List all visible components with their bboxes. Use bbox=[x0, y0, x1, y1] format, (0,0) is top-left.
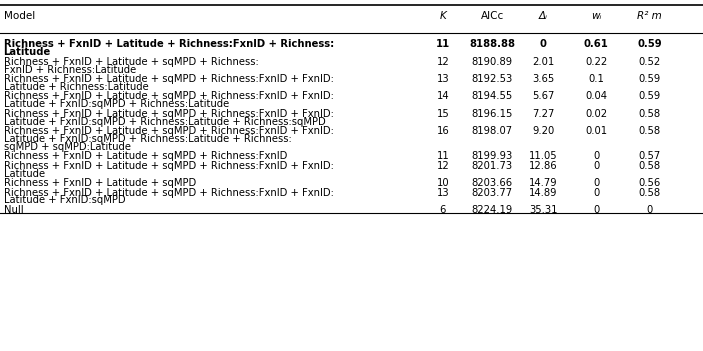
Text: 0: 0 bbox=[540, 39, 547, 49]
Text: Richness + FxnID + Latitude + Richness:FxnID + Richness:: Richness + FxnID + Latitude + Richness:F… bbox=[4, 39, 334, 49]
Text: 2.01: 2.01 bbox=[532, 57, 555, 67]
Text: 0.56: 0.56 bbox=[638, 178, 661, 188]
Text: Latitude + FxnID:sqMPD + Richness:Latitude + Richness:: Latitude + FxnID:sqMPD + Richness:Latitu… bbox=[4, 134, 291, 144]
Text: 0.58: 0.58 bbox=[638, 187, 661, 198]
Text: Model: Model bbox=[4, 11, 34, 21]
Text: 8188.88: 8188.88 bbox=[469, 39, 515, 49]
Text: 0.58: 0.58 bbox=[638, 126, 661, 136]
Text: Latitude + FxnID:sqMPD: Latitude + FxnID:sqMPD bbox=[4, 196, 125, 205]
Text: Δᵢ: Δᵢ bbox=[539, 11, 548, 21]
Text: R² m: R² m bbox=[637, 11, 662, 21]
Text: 12: 12 bbox=[437, 57, 449, 67]
Text: Latitude + FxnID:sqMPD + Richness:Latitude + Richness:sqMPD: Latitude + FxnID:sqMPD + Richness:Latitu… bbox=[4, 117, 325, 127]
Text: 0.59: 0.59 bbox=[638, 91, 661, 101]
Text: Richness + FxnID + Latitude + sqMPD + Richness:FxnID + FxnID:: Richness + FxnID + Latitude + sqMPD + Ri… bbox=[4, 126, 333, 136]
Text: 0: 0 bbox=[593, 161, 599, 171]
Text: 10: 10 bbox=[437, 178, 449, 188]
Text: 14.79: 14.79 bbox=[529, 178, 557, 188]
Text: 0.59: 0.59 bbox=[637, 39, 662, 49]
Text: 5.67: 5.67 bbox=[532, 91, 555, 101]
Text: 11: 11 bbox=[437, 151, 449, 161]
Text: 13: 13 bbox=[437, 74, 449, 84]
Text: 0.02: 0.02 bbox=[585, 109, 607, 119]
Text: 11: 11 bbox=[436, 39, 450, 49]
Text: 0: 0 bbox=[593, 178, 599, 188]
Text: sqMPD + sqMPD:Latitude: sqMPD + sqMPD:Latitude bbox=[4, 142, 131, 152]
Text: 15: 15 bbox=[437, 109, 449, 119]
Text: 0.58: 0.58 bbox=[638, 161, 661, 171]
Text: 8203.66: 8203.66 bbox=[472, 178, 512, 188]
Text: 8192.53: 8192.53 bbox=[472, 74, 512, 84]
Text: Latitude + Richness:Latitude: Latitude + Richness:Latitude bbox=[4, 82, 148, 92]
Text: Richness + FxnID + Latitude + sqMPD + Richness:: Richness + FxnID + Latitude + sqMPD + Ri… bbox=[4, 57, 258, 67]
Text: Latitude: Latitude bbox=[4, 169, 44, 179]
Text: 8224.19: 8224.19 bbox=[472, 205, 512, 215]
Text: 0: 0 bbox=[593, 151, 599, 161]
Text: 0: 0 bbox=[593, 205, 599, 215]
Text: 0: 0 bbox=[593, 187, 599, 198]
Text: 0.22: 0.22 bbox=[585, 57, 607, 67]
Text: K: K bbox=[439, 11, 446, 21]
Text: Richness + FxnID + Latitude + sqMPD + Richness:FxnID + FxnID:: Richness + FxnID + Latitude + sqMPD + Ri… bbox=[4, 109, 333, 119]
Text: AICc: AICc bbox=[480, 11, 504, 21]
Text: 0.1: 0.1 bbox=[588, 74, 604, 84]
Text: 14: 14 bbox=[437, 91, 449, 101]
Text: 3.65: 3.65 bbox=[532, 74, 555, 84]
Text: FxnID + Richness:Latitude: FxnID + Richness:Latitude bbox=[4, 65, 136, 74]
Text: 12.86: 12.86 bbox=[529, 161, 557, 171]
Text: 8194.55: 8194.55 bbox=[472, 91, 512, 101]
Text: 14.89: 14.89 bbox=[529, 187, 557, 198]
Text: 7.27: 7.27 bbox=[532, 109, 555, 119]
Text: 0.61: 0.61 bbox=[583, 39, 609, 49]
Text: wᵢ: wᵢ bbox=[591, 11, 601, 21]
Text: 0.59: 0.59 bbox=[638, 74, 661, 84]
Text: 0: 0 bbox=[647, 205, 652, 215]
Text: 8190.89: 8190.89 bbox=[472, 57, 512, 67]
Text: 0.57: 0.57 bbox=[638, 151, 661, 161]
Text: 12: 12 bbox=[437, 161, 449, 171]
Text: Richness + FxnID + Latitude + sqMPD + Richness:FxnID: Richness + FxnID + Latitude + sqMPD + Ri… bbox=[4, 151, 287, 161]
Text: 0.04: 0.04 bbox=[585, 91, 607, 101]
Text: Latitude + FxnID:sqMPD + Richness:Latitude: Latitude + FxnID:sqMPD + Richness:Latitu… bbox=[4, 99, 228, 109]
Text: 35.31: 35.31 bbox=[529, 205, 557, 215]
Text: Richness + FxnID + Latitude + sqMPD + Richness:FxnID + FxnID:: Richness + FxnID + Latitude + sqMPD + Ri… bbox=[4, 91, 333, 101]
Text: 8199.93: 8199.93 bbox=[472, 151, 512, 161]
Text: 8196.15: 8196.15 bbox=[472, 109, 512, 119]
Text: Richness + FxnID + Latitude + sqMPD + Richness:FxnID + FxnID:: Richness + FxnID + Latitude + sqMPD + Ri… bbox=[4, 161, 333, 171]
Text: 0.52: 0.52 bbox=[638, 57, 661, 67]
Text: 13: 13 bbox=[437, 187, 449, 198]
Text: 16: 16 bbox=[437, 126, 449, 136]
Text: 0.01: 0.01 bbox=[585, 126, 607, 136]
Text: 6: 6 bbox=[439, 205, 446, 215]
Text: Richness + FxnID + Latitude + sqMPD + Richness:FxnID + FxnID:: Richness + FxnID + Latitude + sqMPD + Ri… bbox=[4, 74, 333, 84]
Text: 9.20: 9.20 bbox=[532, 126, 555, 136]
Text: Null: Null bbox=[4, 205, 23, 215]
Text: Latitude: Latitude bbox=[4, 47, 51, 57]
Text: 8203.77: 8203.77 bbox=[472, 187, 512, 198]
Text: 8198.07: 8198.07 bbox=[472, 126, 512, 136]
Text: 0.58: 0.58 bbox=[638, 109, 661, 119]
Text: Richness + FxnID + Latitude + sqMPD + Richness:FxnID + FxnID:: Richness + FxnID + Latitude + sqMPD + Ri… bbox=[4, 187, 333, 198]
Text: 11.05: 11.05 bbox=[529, 151, 557, 161]
Text: Richness + FxnID + Latitude + sqMPD: Richness + FxnID + Latitude + sqMPD bbox=[4, 178, 195, 188]
Text: 8201.73: 8201.73 bbox=[472, 161, 512, 171]
